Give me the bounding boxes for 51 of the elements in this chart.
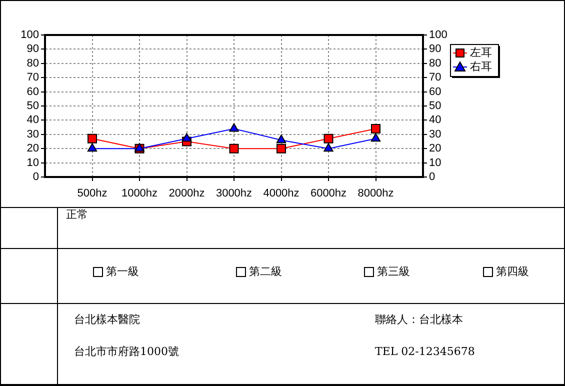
x-tick-label: 4000hz: [263, 188, 300, 200]
x-tick-label: 1000hz: [121, 188, 158, 200]
point: [324, 143, 334, 152]
x-tick-label: 2000hz: [168, 188, 205, 200]
y2-tick-label: 0: [429, 171, 436, 184]
y2-tick-label: 20: [429, 142, 442, 155]
y-tick-label: 40: [26, 114, 39, 126]
point: [276, 134, 286, 144]
y-tick-label: 60: [26, 86, 39, 98]
point: [229, 123, 239, 132]
point: [371, 124, 380, 134]
y2-tick-label: 10: [429, 156, 442, 169]
text: 第三級: [377, 265, 410, 279]
x-tick-label: 3000hz: [216, 188, 252, 200]
x-tick-label: 500hz: [77, 188, 108, 200]
x-tick-label: 6000hz: [310, 188, 347, 200]
y2-tick-label: 50: [429, 100, 442, 112]
y-tick-label: 70: [26, 72, 39, 84]
y2-tick-label: 90: [429, 43, 442, 56]
y-tick-label: 90: [26, 43, 39, 56]
text: 第一級: [106, 265, 139, 279]
y2-tick-label: 80: [429, 57, 442, 70]
point: [88, 134, 97, 144]
point: [324, 134, 334, 144]
text: 第二級: [249, 265, 282, 279]
text: 台北樣本醫院: [74, 313, 140, 327]
text: 第四級: [496, 265, 529, 279]
y2-tick-label: 70: [429, 72, 442, 84]
point: [87, 143, 98, 152]
point: [370, 133, 381, 142]
legend-label: 右耳: [470, 60, 492, 73]
x-tick-label: 8000hz: [358, 188, 394, 200]
y2-tick-label: 60: [429, 86, 442, 98]
y-tick-label: 50: [26, 100, 39, 112]
y-tick-label: 100: [20, 29, 39, 42]
text: 台北市市府路1000號: [74, 345, 179, 359]
y-tick-label: 30: [26, 128, 39, 140]
y-tick-label: 10: [26, 156, 39, 169]
y-tick-label: 20: [26, 142, 39, 155]
point: [182, 133, 192, 142]
text: TEL 02-12345678: [375, 345, 475, 359]
y2-tick-label: 100: [429, 29, 448, 42]
legend-label: 左耳: [470, 46, 492, 59]
y-tick-label: 0: [32, 171, 39, 184]
y-tick-label: 80: [26, 57, 39, 70]
text: 正常: [66, 208, 88, 222]
point: [276, 144, 286, 154]
y2-tick-label: 40: [429, 114, 442, 126]
y2-tick-label: 30: [429, 128, 442, 140]
text: 聯絡人：台北樣本: [375, 313, 463, 327]
point: [229, 144, 239, 154]
